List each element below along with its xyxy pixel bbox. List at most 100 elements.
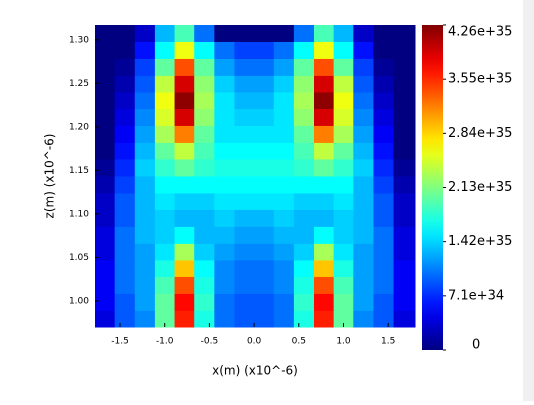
heat-cell bbox=[134, 276, 156, 295]
heat-cell bbox=[95, 226, 116, 245]
heat-cell bbox=[333, 41, 354, 60]
heat-cell bbox=[353, 193, 374, 211]
heat-cell bbox=[313, 209, 335, 228]
heat-cell bbox=[254, 25, 275, 43]
heat-cell bbox=[373, 159, 395, 177]
heat-cell bbox=[333, 159, 354, 177]
heat-cell bbox=[373, 243, 395, 261]
heat-cell bbox=[373, 209, 395, 228]
heat-cell bbox=[393, 75, 416, 93]
heat-cell bbox=[313, 75, 335, 93]
heat-cell bbox=[214, 293, 235, 312]
heat-cell bbox=[154, 125, 176, 144]
heat-cell bbox=[273, 159, 295, 177]
heat-cell bbox=[333, 293, 354, 312]
heat-cell bbox=[134, 159, 156, 177]
heat-cell bbox=[373, 260, 395, 278]
heat-cell bbox=[333, 260, 354, 278]
heat-cell bbox=[273, 209, 295, 228]
y-tick-label: 1.20 bbox=[69, 122, 89, 132]
heat-cell bbox=[134, 25, 156, 43]
heat-cell bbox=[95, 142, 116, 160]
heat-cell bbox=[154, 310, 176, 328]
heat-cell bbox=[373, 125, 395, 144]
colorbar-tick-label: 1.42e+35 bbox=[448, 234, 512, 249]
heat-cell bbox=[353, 260, 374, 278]
heat-cell bbox=[214, 159, 235, 177]
heat-cell bbox=[214, 125, 235, 144]
heat-cell bbox=[313, 25, 335, 43]
heat-cell bbox=[134, 226, 156, 245]
colorbar-tick-label: 2.84e+35 bbox=[448, 126, 512, 141]
heat-cell bbox=[234, 142, 255, 160]
heat-cell bbox=[134, 142, 156, 160]
heat-cell bbox=[154, 176, 176, 194]
colorbar bbox=[422, 25, 443, 350]
heat-cell bbox=[194, 159, 215, 177]
heat-cell bbox=[373, 276, 395, 295]
heat-cell bbox=[214, 92, 235, 110]
heat-cell bbox=[393, 142, 416, 160]
heat-cell bbox=[353, 58, 374, 77]
heat-cell bbox=[353, 125, 374, 144]
heat-cell bbox=[333, 92, 354, 110]
heat-cell bbox=[234, 209, 255, 228]
heat-cell bbox=[194, 75, 215, 93]
heat-cell bbox=[95, 41, 116, 60]
heat-cell bbox=[313, 108, 335, 127]
y-axis-label: z(m) (x10^-6) bbox=[43, 134, 57, 219]
heat-cell bbox=[134, 108, 156, 127]
heat-cell bbox=[254, 41, 275, 60]
heat-cell bbox=[134, 125, 156, 144]
heat-cell bbox=[254, 293, 275, 312]
heat-cell bbox=[353, 25, 374, 43]
colorbar-tick-label: 2.13e+35 bbox=[448, 180, 512, 195]
heat-cell bbox=[353, 108, 374, 127]
heat-cell bbox=[254, 226, 275, 245]
heat-cell bbox=[134, 75, 156, 93]
heat-cell bbox=[234, 293, 255, 312]
heat-cell bbox=[333, 108, 354, 127]
heat-cell bbox=[273, 92, 295, 110]
heat-cell bbox=[95, 260, 116, 278]
heat-cell bbox=[114, 41, 136, 60]
heat-cell bbox=[214, 75, 235, 93]
heat-cell bbox=[273, 58, 295, 77]
heat-cell bbox=[254, 193, 275, 211]
heat-cell bbox=[134, 176, 156, 194]
heat-cell bbox=[273, 41, 295, 60]
heat-cell bbox=[353, 41, 374, 60]
heat-cell bbox=[114, 176, 136, 194]
heat-cell bbox=[393, 260, 416, 278]
heat-cell bbox=[353, 92, 374, 110]
heat-cell bbox=[174, 276, 195, 295]
x-axis-label: x(m) (x10^-6) bbox=[212, 364, 298, 378]
heat-cell bbox=[393, 193, 416, 211]
heat-cell bbox=[273, 276, 295, 295]
heat-cell bbox=[293, 159, 315, 177]
heat-cell bbox=[273, 176, 295, 194]
heat-cell bbox=[373, 58, 395, 77]
heat-cell bbox=[393, 209, 416, 228]
heat-cell bbox=[234, 92, 255, 110]
heat-cell bbox=[313, 226, 335, 245]
heat-cell bbox=[134, 293, 156, 312]
heat-cell bbox=[393, 276, 416, 295]
heat-cell bbox=[114, 25, 136, 43]
heat-cell bbox=[214, 25, 235, 43]
heat-cell bbox=[313, 176, 335, 194]
heat-cell bbox=[134, 92, 156, 110]
heat-cell bbox=[134, 310, 156, 328]
heat-cell bbox=[373, 92, 395, 110]
x-tick-label: 0.0 bbox=[247, 337, 262, 347]
heat-cell bbox=[154, 226, 176, 245]
heat-cell bbox=[393, 293, 416, 312]
heat-cell bbox=[134, 193, 156, 211]
heat-cell bbox=[234, 108, 255, 127]
heat-cell bbox=[273, 125, 295, 144]
heat-cell bbox=[214, 108, 235, 127]
heat-cell bbox=[313, 293, 335, 312]
heat-cell bbox=[134, 260, 156, 278]
heat-cell bbox=[95, 58, 116, 77]
